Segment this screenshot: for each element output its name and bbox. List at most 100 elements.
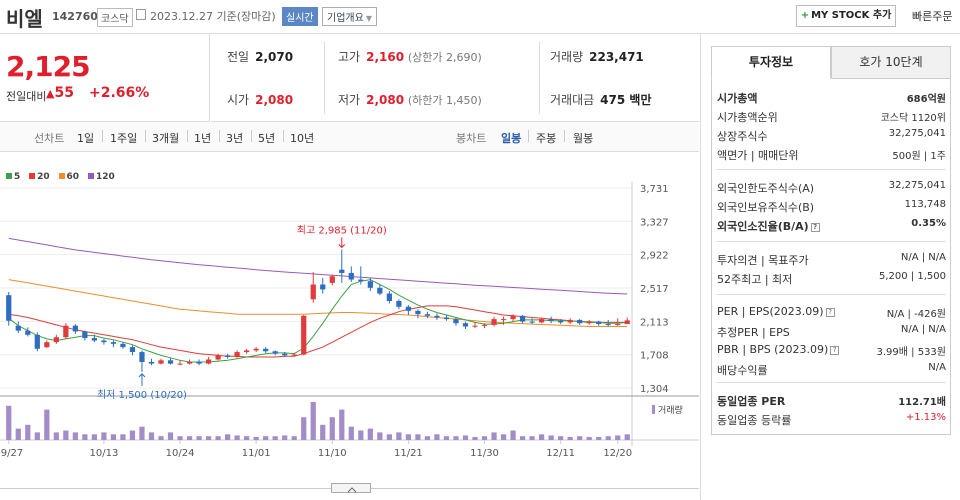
y-tick-label: 3,327: [640, 217, 669, 228]
chevron-down-icon: ▼: [365, 14, 372, 23]
help-icon[interactable]: ?: [825, 307, 835, 317]
investment-row-value: 3.99배 | 533원: [876, 347, 946, 358]
volume-bar: [377, 432, 383, 440]
volume-bar: [301, 417, 307, 440]
candle-body: [148, 361, 155, 364]
tab-investment-info[interactable]: 투자정보: [711, 46, 831, 79]
volume-bar: [196, 436, 202, 440]
candle-weekly[interactable]: 주봉: [536, 132, 557, 145]
volume-bar: [120, 434, 126, 440]
period-1d[interactable]: 1일: [77, 132, 95, 145]
volume-bar: [615, 435, 621, 440]
divider: [564, 130, 565, 142]
divider: [283, 130, 284, 142]
investment-row: 액면가 | 매매단위 500원 | 1주: [717, 146, 946, 164]
period-1w[interactable]: 1주일: [110, 132, 138, 145]
volume-bar: [186, 436, 193, 440]
price-stats: 전일 2,070 고가 2,160 (상한가 2,690) 거래량 223,471 시…: [211, 34, 699, 122]
help-icon[interactable]: ?: [830, 345, 840, 355]
volume-bar: [291, 436, 297, 440]
legend-swatch: [87, 173, 94, 179]
max-arrow-head: [338, 244, 346, 249]
corp-overview-label: 기업개요: [327, 13, 364, 24]
period-10y[interactable]: 10년: [290, 132, 315, 145]
candle-body: [158, 360, 164, 364]
volume-bar: [282, 435, 288, 440]
help-icon[interactable]: ?: [810, 222, 820, 232]
x-tick-label: 10/13: [89, 448, 118, 459]
investment-row-label: 동일업종 PER: [717, 395, 786, 408]
chart-fold-button[interactable]: [331, 483, 371, 493]
change-label: 전일대비: [6, 88, 46, 104]
current-price: 2,125: [6, 50, 91, 83]
candle-body: [25, 330, 31, 335]
low-value: 2,080: [366, 93, 405, 107]
candle-body: [205, 359, 212, 364]
candle-body: [291, 354, 297, 356]
investment-row: 동일업종 등락률 +1.13%: [717, 411, 946, 429]
candle-body: [434, 315, 440, 318]
investment-table: 시가총액 686억원 시가총액순위 코스닥 1120위 상장주식수 32,275,041 액…: [711, 79, 951, 435]
candle-body: [377, 287, 383, 294]
investment-row-value: 0.35%: [911, 218, 946, 229]
volume-bar: [25, 424, 31, 440]
candle-body: [215, 355, 221, 360]
candle-body: [120, 343, 126, 348]
volume-legend-label: 거래량: [658, 404, 683, 416]
investment-row-value: 686억원: [906, 94, 946, 105]
volume-legend-swatch: [652, 405, 655, 414]
prev-close-value: 2,070: [255, 50, 294, 64]
x-tick-label: 11/30: [470, 448, 499, 459]
candle-body: [177, 363, 183, 365]
amount-label: 거래대금: [550, 93, 595, 107]
volume-bar: [577, 436, 583, 440]
candle-body: [558, 320, 564, 323]
candle-body: [244, 350, 250, 353]
candle-body: [491, 319, 497, 325]
y-tick-label: 2,922: [640, 251, 669, 262]
ma5-line: [8, 279, 628, 363]
period-1y[interactable]: 1년: [194, 132, 212, 145]
investment-row-label: 시가총액: [717, 92, 758, 105]
stock-header: 비엘 142760 코스닥 2023.12.27 기준(장마감) 실시간 기업개…: [0, 0, 960, 34]
volume-bar: [263, 436, 269, 440]
investment-row-label: 투자의견 | 목표주가: [717, 254, 809, 267]
candle-monthly[interactable]: 월봉: [573, 132, 594, 145]
candle-body: [605, 324, 611, 326]
corp-overview-dropdown[interactable]: 기업개요 ▼: [322, 7, 377, 26]
legend-ma120: 120: [87, 172, 115, 182]
stock-code: 142760: [52, 10, 98, 23]
candlestick-chart[interactable]: 3,731 3,327 2,922 2,517 2,113 1,708 1,304 거래량 09…: [0, 152, 699, 488]
chart-period-bar: 선차트 1일 1주일 3개월 1년 3년 5년 10년 봉차트 일봉 주봉 월봉: [0, 122, 699, 152]
candle-body: [443, 317, 450, 320]
y-tick-label: 3,731: [640, 184, 669, 195]
candle-daily[interactable]: 일봉: [501, 132, 522, 145]
quick-order-link[interactable]: 빠른주문: [912, 10, 953, 23]
legend-ma60: 60: [58, 172, 79, 182]
prev-close-label: 전일: [227, 50, 250, 64]
candle-body: [310, 284, 316, 300]
upper-limit: (상한가 2,690): [407, 51, 482, 64]
investment-row: 외국인한도주식수(A) 32,275,041: [717, 179, 946, 197]
period-5y[interactable]: 5년: [258, 132, 276, 145]
legend-ma20: 20: [29, 172, 50, 182]
realtime-button[interactable]: 실시간: [282, 7, 318, 26]
plus-icon: +: [800, 10, 810, 21]
open-value: 2,080: [255, 93, 294, 107]
investment-row-label: 52주최고 | 최저: [717, 273, 793, 286]
candle-body: [167, 360, 174, 364]
volume-bar: [234, 435, 240, 440]
candle-body: [320, 284, 326, 290]
change-percent: +2.66%: [89, 85, 150, 101]
info-tabs: 투자정보 호가 10단계: [711, 46, 951, 79]
volume-value: 223,471: [589, 50, 644, 64]
period-3y[interactable]: 3년: [226, 132, 244, 145]
add-mystock-button[interactable]: + MY STOCK 추가: [796, 5, 896, 27]
open-label: 시가: [227, 93, 250, 107]
legend-swatch: [6, 173, 12, 179]
candle-body: [53, 337, 59, 343]
volume-bar: [53, 432, 59, 440]
tab-orderbook[interactable]: 호가 10단계: [831, 46, 951, 79]
period-3m[interactable]: 3개월: [152, 132, 180, 145]
volume: 거래량 223,471: [550, 48, 644, 65]
